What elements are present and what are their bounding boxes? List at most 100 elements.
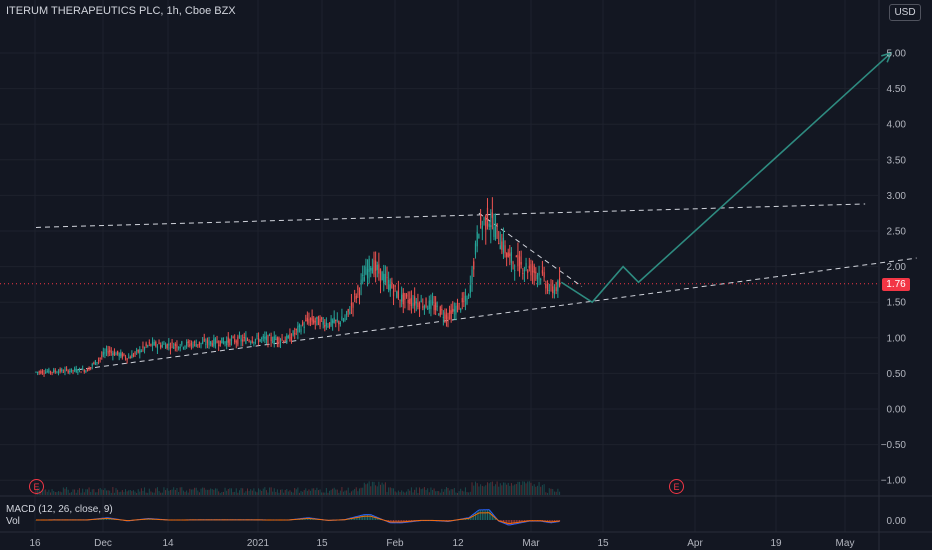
volume-bar	[491, 481, 493, 495]
volume-bar	[550, 488, 552, 495]
candle-body	[428, 300, 430, 309]
candle-body	[530, 264, 532, 276]
macd-histogram-bar	[517, 520, 519, 524]
volume-bar	[346, 490, 348, 495]
candle-body	[120, 352, 122, 357]
volume-bar	[555, 491, 557, 495]
candle-body	[474, 243, 477, 255]
volume-bar	[61, 492, 63, 495]
volume-label[interactable]: Vol	[6, 516, 20, 527]
signal-line	[476, 512, 480, 515]
candle-body	[473, 261, 475, 270]
candle-body	[481, 225, 483, 230]
candle-body	[88, 367, 90, 371]
candle-body	[327, 325, 329, 327]
candle-body	[427, 308, 429, 310]
volume-bar	[189, 488, 191, 495]
volume-bar	[112, 487, 114, 495]
candle-body	[355, 295, 357, 299]
x-tick-label: 14	[162, 538, 174, 549]
macd-histogram-bar	[391, 520, 393, 523]
projection-path[interactable]	[560, 51, 893, 304]
candle-body	[132, 354, 135, 357]
volume-bar	[419, 487, 421, 495]
candle-body	[224, 341, 226, 344]
candle-body	[161, 344, 163, 347]
volume-bar	[335, 489, 337, 495]
candle-body	[442, 316, 444, 318]
x-tick-label: 2021	[247, 538, 270, 549]
currency-badge[interactable]: USD	[889, 4, 921, 21]
volume-bar	[265, 490, 267, 495]
volume-bar	[120, 491, 122, 495]
candle-body	[514, 270, 516, 272]
candle-body	[160, 345, 162, 348]
candle-body	[151, 341, 154, 346]
candle-body	[525, 263, 527, 269]
arrowhead	[881, 51, 893, 63]
candle-body	[69, 371, 71, 373]
volume-bar	[509, 485, 511, 495]
candle-body	[222, 340, 225, 344]
signal-line	[493, 516, 496, 519]
candle-body	[168, 343, 170, 346]
volume-bar	[297, 487, 299, 495]
volume-bar	[316, 487, 318, 495]
macd-histogram-bar	[550, 520, 552, 523]
candle-body	[523, 270, 526, 272]
earnings-icon[interactable]: E	[29, 479, 44, 494]
candle-body	[203, 339, 205, 341]
y-tick-label: −1.00	[881, 476, 907, 487]
macd-histogram-bar	[471, 515, 473, 520]
volume-bar	[442, 491, 444, 495]
candle-body	[346, 311, 348, 315]
macd-histogram-bar	[491, 513, 493, 520]
volume-bar	[376, 486, 378, 495]
candle-body	[336, 319, 338, 321]
volume-bar	[48, 489, 50, 495]
volume-bar	[457, 492, 459, 495]
candle-body	[187, 341, 189, 343]
volume-bar	[317, 490, 319, 495]
candle-body	[67, 370, 69, 373]
candle-body	[450, 310, 452, 320]
volume-bar	[145, 492, 147, 495]
candle-body	[82, 368, 84, 370]
macd-label[interactable]: MACD (12, 26, close, 9)	[6, 504, 113, 515]
macd-histogram-bar	[376, 517, 378, 520]
volume-bar	[99, 487, 101, 495]
volume-bar	[242, 488, 244, 495]
y-tick-label: 3.50	[887, 155, 907, 166]
volume-bar	[262, 488, 264, 495]
price-candles	[35, 197, 561, 377]
candle-body	[286, 335, 288, 342]
volume-bar	[436, 490, 438, 495]
x-tick-label: May	[836, 538, 855, 549]
symbol-title[interactable]: ITERUM THERAPEUTICS PLC, 1h, Cboe BZX	[6, 5, 236, 17]
volume-bar	[370, 486, 372, 495]
earnings-icon[interactable]: E	[669, 479, 684, 494]
volume-bar	[82, 488, 84, 495]
candle-body	[438, 314, 440, 316]
volume-bar	[444, 489, 446, 495]
volume-bar	[512, 485, 514, 495]
volume-bar	[333, 487, 335, 495]
candle-body	[410, 297, 413, 306]
y-tick-label: 5.00	[887, 49, 907, 60]
macd-histogram-bar	[363, 514, 365, 520]
candle-body	[139, 349, 141, 354]
candle-body	[476, 231, 478, 247]
candle-body	[226, 340, 228, 346]
volume-bar	[276, 489, 278, 495]
volume-bar	[449, 490, 451, 495]
candle-body	[461, 298, 463, 303]
price-axis[interactable]: 5.00 4.50 4.00 3.50 3.00 2.50 2.00 1.50 1.00 0.50…	[881, 49, 907, 528]
volume-bar	[53, 490, 55, 495]
candle-body	[478, 234, 480, 239]
candle-body	[46, 371, 48, 373]
volume-bar	[64, 488, 66, 495]
time-axis[interactable]: 16 Dec 14 2021 15 Feb 12 Mar 15 Apr 19 May	[29, 538, 854, 549]
volume-bar	[358, 488, 360, 495]
candle-body	[72, 370, 74, 372]
